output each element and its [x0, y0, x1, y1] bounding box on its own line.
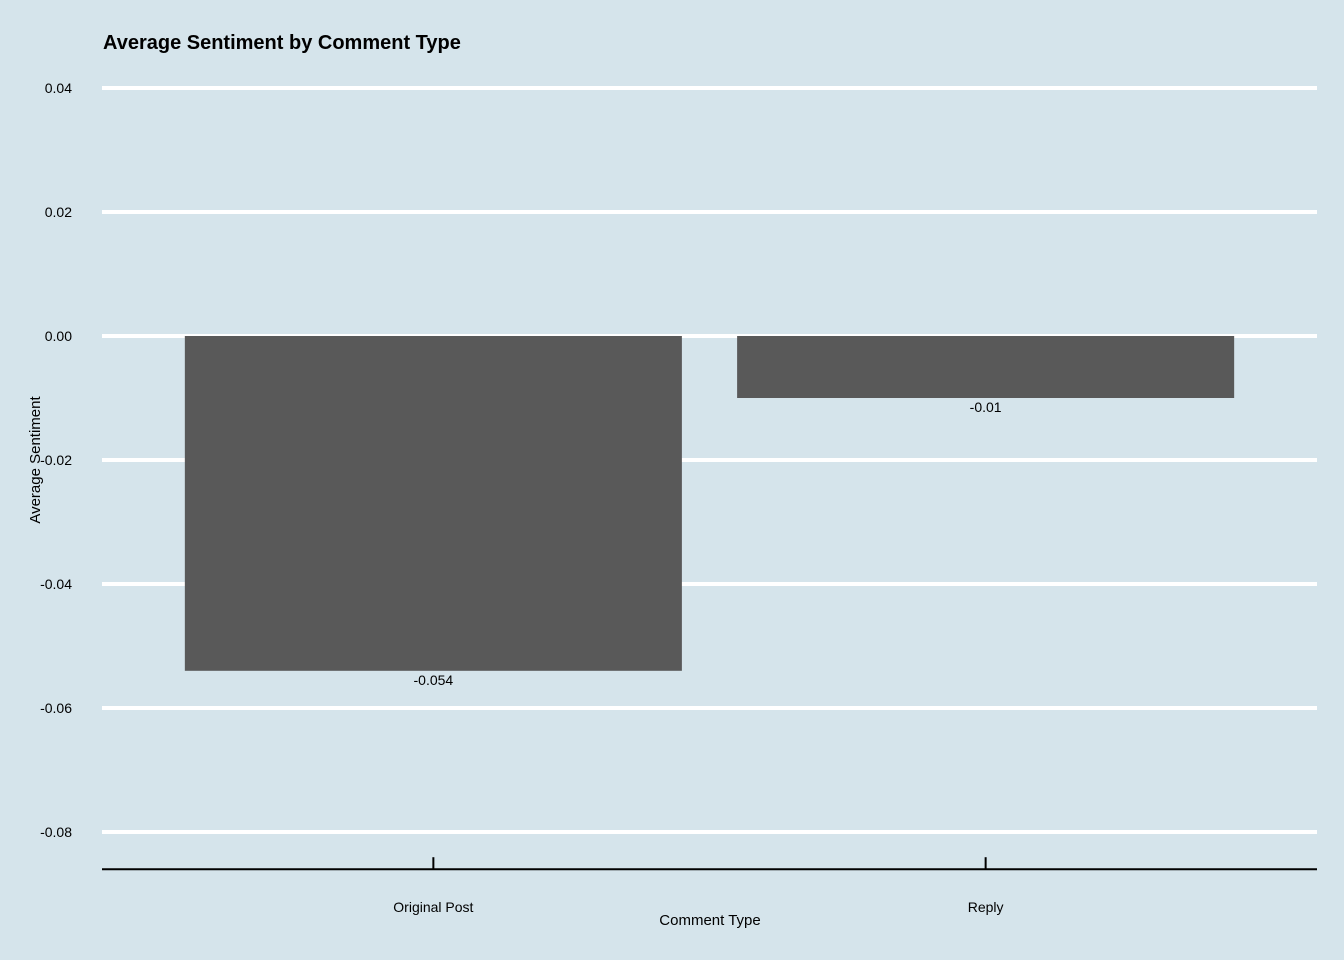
y-tick-label: -0.04 — [40, 576, 72, 592]
bar-reply — [737, 336, 1235, 398]
bars — [184, 336, 1235, 671]
y-tick-label: -0.08 — [40, 824, 72, 840]
chart-title: Average Sentiment by Comment Type — [103, 32, 461, 54]
y-tick-label: -0.02 — [40, 452, 72, 468]
x-tick-label: Original Post — [393, 899, 473, 915]
data-label: -0.01 — [970, 399, 1002, 415]
data-label: -0.054 — [414, 672, 454, 688]
x-axis-title: Comment Type — [659, 912, 760, 929]
y-tick-label: 0.02 — [45, 204, 72, 220]
y-tick-label: 0.00 — [45, 328, 72, 344]
y-axis-title: Average Sentiment — [27, 396, 44, 524]
bar-original-post — [184, 336, 682, 671]
x-axis — [102, 857, 1317, 871]
x-tick-label: Reply — [968, 899, 1004, 915]
y-tick-label: -0.06 — [40, 700, 72, 716]
labels: 0.04 0.02 0.00 -0.02 -0.04 -0.06 -0.08 -0.054 Or… — [40, 80, 1003, 915]
y-tick-label: 0.04 — [45, 80, 72, 96]
